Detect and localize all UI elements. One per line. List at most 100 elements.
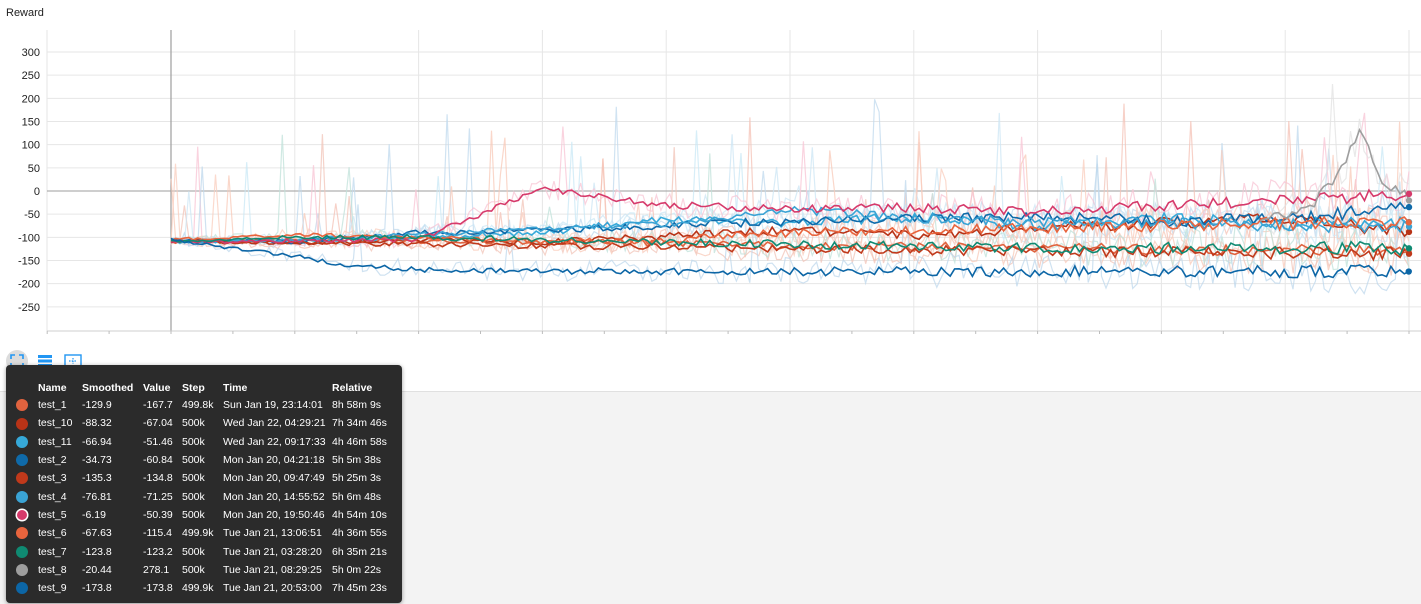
series-smoothed: -76.81 [82, 490, 112, 503]
series-step: 500k [182, 417, 205, 430]
series-value: -50.39 [143, 508, 173, 521]
tooltip-row-test_6: test_6 -67.63 -115.4 499.9k Tue Jan 21, 13:0… [16, 524, 396, 542]
y-tick-label: 200 [22, 93, 40, 105]
series-smoothed: -88.32 [82, 417, 112, 430]
chart-grid [46, 30, 1421, 334]
y-tick-label: -50 [24, 209, 40, 221]
series-tooltip: Name Smoothed Value Step Time Relative t… [6, 365, 402, 603]
series-relative: 6h 35m 21s [332, 545, 387, 558]
series-time: Tue Jan 21, 03:28:20 [223, 545, 322, 558]
tooltip-row-test_5: test_5 -6.19 -50.39 500k Mon Jan 20, 19:50:4… [16, 506, 396, 524]
series-smoothed: -67.63 [82, 527, 112, 540]
series-step: 499.9k [182, 582, 214, 595]
series-name: test_1 [38, 399, 67, 412]
series-name: test_11 [38, 435, 72, 448]
series-time: Mon Jan 20, 19:50:46 [223, 508, 325, 521]
tooltip-row-test_4: test_4 -76.81 -71.25 500k Mon Jan 20, 14:55:… [16, 487, 396, 505]
tooltip-row-test_7: test_7 -123.8 -123.2 500k Tue Jan 21, 03:28:… [16, 542, 396, 560]
tooltip-row-test_11: test_11 -66.94 -51.46 500k Wed Jan 22, 09:17… [16, 433, 396, 451]
series-smoothed: -6.19 [82, 508, 106, 521]
series-step: 499.8k [182, 399, 214, 412]
series-step: 500k [182, 545, 205, 558]
series-name: test_4 [38, 490, 67, 503]
swatch-cell [16, 542, 38, 560]
series-name: test_2 [38, 454, 67, 467]
series-value: -167.7 [143, 399, 173, 412]
series-step: 500k [182, 563, 205, 576]
tooltip-header-row: Name Smoothed Value Step Time Relative [16, 379, 396, 396]
series-step: 499.9k [182, 527, 214, 540]
swatch-cell [16, 487, 38, 505]
series-time: Mon Jan 20, 09:47:49 [223, 472, 325, 485]
series-smoothed: -123.8 [82, 545, 112, 558]
y-tick-label: 150 [22, 117, 40, 129]
series-relative: 5h 25m 3s [332, 472, 382, 485]
y-axis-ticks: 300 250 200 150 100 50 0 -50 -100 -150 -200 -250 [18, 47, 40, 314]
series-relative: 7h 34m 46s [332, 417, 387, 430]
swatch-cell [16, 469, 38, 487]
tooltip-row-test_2: test_2 -34.73 -60.84 500k Mon Jan 20, 04:21:… [16, 451, 396, 469]
series-relative: 8h 58m 9s [332, 399, 382, 412]
series-time: Mon Jan 20, 14:55:52 [223, 490, 325, 503]
y-tick-label: 100 [22, 140, 40, 152]
reward-chart[interactable]: 300 250 200 150 100 50 0 -50 -100 -150 -200 -250 [0, 0, 1421, 345]
series-relative: 4h 54m 10s [332, 508, 387, 521]
series-name: test_7 [38, 545, 67, 558]
series-color-swatch [16, 417, 28, 430]
swatch-cell [16, 561, 38, 579]
end-marker-test_8 [1405, 197, 1413, 204]
series-smoothed: -34.73 [82, 454, 112, 467]
y-tick-label: 50 [28, 163, 40, 175]
tooltip-row-test_10: test_10 -88.32 -67.04 500k Wed Jan 22, 04:29… [16, 414, 396, 432]
end-marker-test_2 [1405, 203, 1413, 211]
series-color-swatch [16, 435, 28, 448]
series-smoothed: -135.3 [82, 472, 112, 485]
tooltip-row-test_3: test_3 -135.3 -134.8 500k Mon Jan 20, 09:47:… [16, 469, 396, 487]
series-relative: 4h 36m 55s [332, 527, 387, 540]
series-name: test_6 [38, 527, 67, 540]
series-value: -51.46 [143, 435, 173, 448]
series-value: -60.84 [143, 454, 173, 467]
y-tick-label: -250 [18, 302, 40, 314]
series-relative: 5h 0m 22s [332, 563, 382, 576]
series-time: Wed Jan 22, 09:17:33 [223, 435, 326, 448]
series-relative: 5h 5m 38s [332, 454, 382, 467]
swatch-cell [16, 579, 38, 597]
swatch-cell [16, 451, 38, 469]
series-color-swatch [16, 472, 28, 485]
swatch-cell [16, 396, 38, 414]
raw-line-test_9 [170, 155, 1410, 295]
series-color-swatch [16, 545, 28, 558]
series-color-swatch [16, 454, 28, 467]
swatch-cell [16, 506, 38, 524]
smoothed-line-test_9 [170, 237, 1410, 279]
series-smoothed: -66.94 [82, 435, 112, 448]
series-smoothed: -129.9 [82, 399, 112, 412]
series-step: 500k [182, 490, 205, 503]
series-value: -67.04 [143, 417, 173, 430]
smoothed-series-lines [170, 127, 1410, 279]
series-value: -123.2 [143, 545, 173, 558]
y-tick-label: -100 [18, 232, 40, 244]
y-tick-label: 250 [22, 70, 40, 82]
series-value: -173.8 [143, 582, 173, 595]
smoothed-line-test_3 [170, 239, 1410, 262]
series-name: test_10 [38, 417, 73, 430]
series-end-markers [1405, 190, 1413, 275]
series-value: 278.1 [143, 563, 170, 576]
y-tick-label: -200 [18, 279, 40, 291]
header-step: Step [182, 381, 205, 394]
header-name: Name [38, 381, 67, 394]
y-tick-label: 0 [34, 186, 40, 198]
end-marker-test_3 [1405, 250, 1413, 257]
header-smoothed: Smoothed [82, 381, 134, 394]
series-name: test_9 [38, 582, 67, 595]
series-color-swatch [16, 582, 28, 595]
end-marker-test_7 [1405, 245, 1413, 252]
end-marker-test_10 [1405, 228, 1413, 236]
series-name: test_5 [38, 508, 67, 521]
series-relative: 4h 46m 58s [332, 435, 387, 448]
tooltip-row-test_8: test_8 -20.44 278.1 500k Tue Jan 21, 08:29:2… [16, 561, 396, 579]
fit-domain-icon [10, 354, 24, 368]
series-step: 500k [182, 435, 205, 448]
